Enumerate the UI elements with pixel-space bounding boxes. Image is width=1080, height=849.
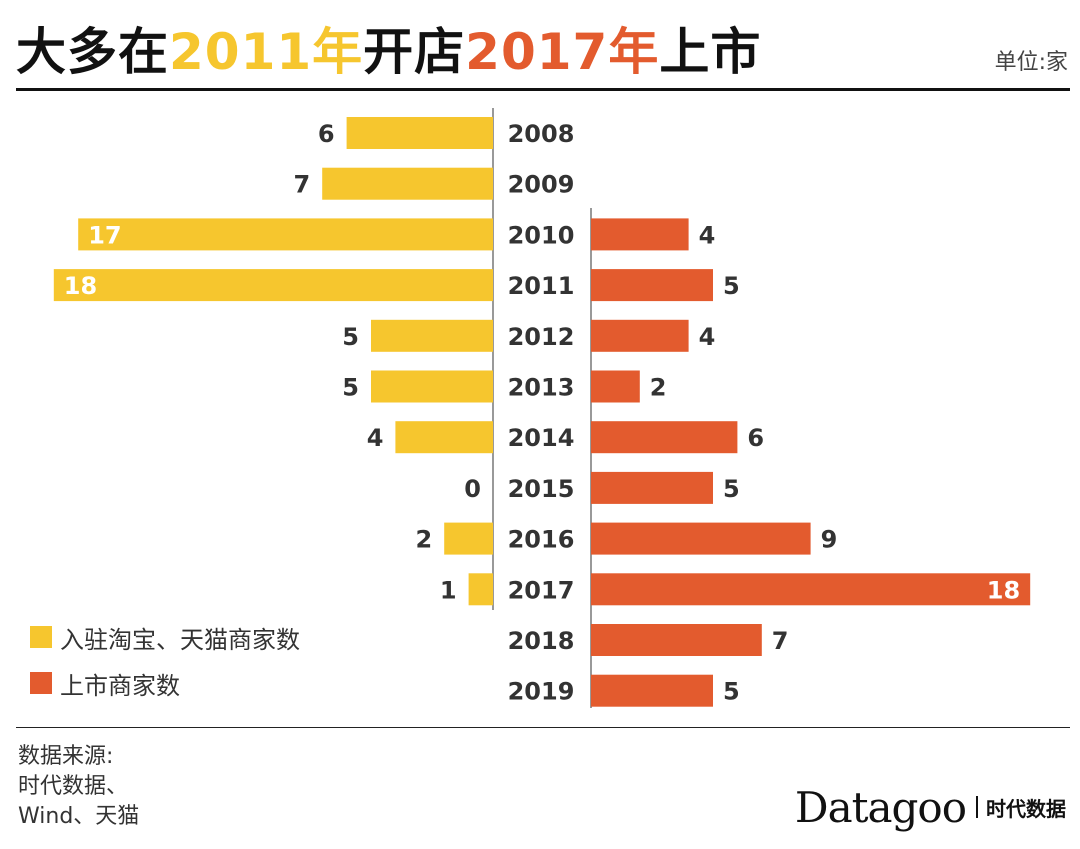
brand-logo: Datagoo 时代数据 <box>795 782 1066 832</box>
legend-swatch <box>30 672 52 694</box>
category-label: 2013 <box>508 374 575 402</box>
bar-right <box>591 269 713 302</box>
source-line: 数据来源: <box>18 744 114 769</box>
brand-separator <box>976 796 978 818</box>
bar-left <box>322 167 493 200</box>
category-label: 2017 <box>508 576 575 604</box>
bar-right-value-label: 7 <box>772 627 789 655</box>
bar-left <box>371 319 493 352</box>
source-line: Wind、天猫 <box>18 804 140 829</box>
title-part3: 上市 <box>659 23 762 81</box>
bar-left-value-label: 1 <box>440 576 457 604</box>
source-line: 时代数据、 <box>18 774 129 799</box>
bottom-divider <box>16 727 1070 728</box>
bar-right <box>591 421 738 454</box>
category-label: 2019 <box>508 678 575 706</box>
legend-item: 上市商家数 <box>30 668 180 700</box>
bar-left <box>346 117 493 149</box>
bar-left <box>395 421 493 454</box>
category-label: 2014 <box>508 424 575 452</box>
bar-left-value-label: 4 <box>367 424 384 452</box>
title-year-highlight-2: 2017年 <box>465 23 660 81</box>
category-label: 2016 <box>508 526 575 554</box>
bar-left-value-label: 5 <box>342 323 359 351</box>
legend-label: 入驻淘宝、天猫商家数 <box>60 625 300 654</box>
bar-right <box>591 319 689 352</box>
category-label: 2008 <box>508 120 575 148</box>
legend-item: 入驻淘宝、天猫商家数 <box>30 622 300 654</box>
category-label: 2009 <box>508 171 575 199</box>
bar-right <box>591 674 713 707</box>
bar-right-value-label: 6 <box>747 424 764 452</box>
bar-right <box>591 218 689 251</box>
brand-name: Datagoo <box>794 782 967 832</box>
bar-right-value-label: 4 <box>699 323 716 351</box>
bar-left-value-label: 6 <box>318 120 335 148</box>
title-year-highlight-1: 2011年 <box>169 23 364 81</box>
bar-right-value-label: 2 <box>650 374 667 402</box>
title-part2: 开店 <box>363 23 466 81</box>
legend-swatch <box>30 626 52 648</box>
bar-right-value-label: 4 <box>699 221 716 249</box>
bar-left <box>468 573 493 606</box>
bar-right <box>591 370 640 403</box>
category-label: 2018 <box>508 627 575 655</box>
bar-right-value-label: 9 <box>821 526 838 554</box>
category-label: 2010 <box>508 221 575 249</box>
bar-right <box>591 471 713 504</box>
bar-left-value-label: 2 <box>415 526 432 554</box>
bar-right <box>591 573 1031 606</box>
bar-right-value-label: 18 <box>987 576 1020 604</box>
bar-right <box>591 624 762 656</box>
bar-right <box>591 522 811 555</box>
top-divider <box>16 88 1070 91</box>
brand-subtitle: 时代数据 <box>986 796 1066 821</box>
bar-right-value-label: 5 <box>723 475 740 503</box>
category-label: 2012 <box>508 323 575 351</box>
bar-left <box>444 522 493 555</box>
bar-left <box>78 218 493 251</box>
bar-left-value-label: 18 <box>64 272 97 300</box>
legend-label: 上市商家数 <box>60 671 180 700</box>
title-part1: 大多在 <box>16 23 169 81</box>
bar-left-value-label: 0 <box>464 475 481 503</box>
bar-right-value-label: 5 <box>723 272 740 300</box>
bar-right-value-label: 5 <box>723 678 740 706</box>
category-label: 2015 <box>508 475 575 503</box>
bar-left-value-label: 17 <box>88 221 121 249</box>
bar-left <box>53 269 494 302</box>
bar-left-value-label: 7 <box>293 171 310 199</box>
category-label: 2011 <box>508 272 575 300</box>
unit-label: 单位:家 <box>994 50 1068 75</box>
page-title: 大多在2011年开店2017年上市 <box>16 20 761 84</box>
bar-left <box>371 370 493 403</box>
data-source: 数据来源: 时代数据、 Wind、天猫 <box>18 742 139 832</box>
bar-left-value-label: 5 <box>342 374 359 402</box>
